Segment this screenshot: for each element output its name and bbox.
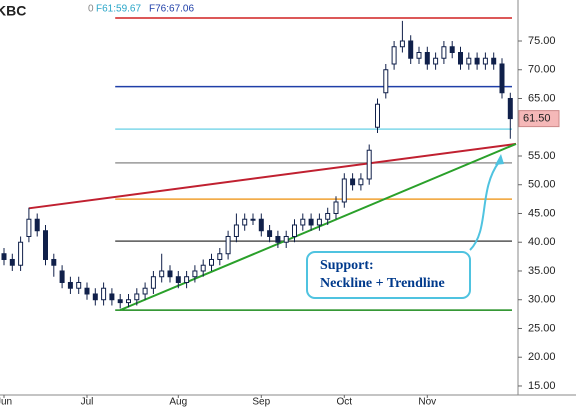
annotation-text: Support: [320,258,374,273]
header-item: F76:67.06 [149,4,194,15]
plot-area [1,17,517,311]
candle-body [491,57,497,65]
candle-body [192,270,198,278]
candle-body [258,218,264,232]
candle-body [225,235,231,255]
header-item: F61:59.67 [96,4,141,15]
candle-body [275,235,281,243]
candle-body [209,258,214,266]
annotation-arrow [469,161,500,251]
candle-body [325,212,331,220]
y-tick-label: 65.00 [528,92,556,104]
candle-body [142,287,148,295]
candle-body [250,218,256,221]
candle-body [482,57,488,65]
candle-body [159,270,165,278]
trendline [28,142,517,210]
chart-title: KBC [0,3,26,19]
y-tick-label: 55.00 [528,150,556,162]
candle-body [267,230,273,237]
candle-body [283,235,289,243]
candle-body [109,293,115,301]
candle-body [101,287,107,301]
y-tick-label: 30.00 [528,294,556,306]
candle-body [300,218,306,226]
candle-body [458,51,463,65]
last-price-box [518,110,560,128]
arrow-head [495,154,504,165]
x-tick-label: Jun [0,397,12,408]
candle-body [399,40,405,48]
candle-body [383,69,389,94]
candle-body [217,253,223,260]
x-tick-label: Sep [252,397,270,408]
candle-body [84,287,90,295]
candle-body [408,40,414,59]
x-tick-label: Nov [418,397,436,408]
candle-body [76,281,82,289]
candle-body [316,218,322,226]
candle-body [150,276,156,289]
candle-body [200,264,206,272]
candle-body [466,57,472,65]
candle-body [59,270,65,283]
candle-body [67,281,73,289]
y-tick-label: 75.00 [528,35,556,47]
x-tick-label: Jul [81,397,94,408]
candle-body [18,241,24,266]
candle-body [474,57,480,65]
last-price-label: 61.50 [523,113,551,125]
y-tick-label: 20.00 [528,351,556,363]
candle-body [175,276,181,283]
candle-body [92,293,98,301]
y-tick-label: 15.00 [528,380,556,392]
candle-body [449,46,455,53]
candle-body [499,63,505,94]
candle-body [333,201,339,214]
annotation-box [306,251,471,299]
candle-body [242,218,248,226]
y-tick-label: 40.00 [528,236,556,248]
candle-body [1,253,7,260]
header-item: 0 [88,4,94,15]
candle-body [366,149,372,180]
y-tick-label: 70.00 [528,64,556,76]
x-tick-label: Oct [337,397,353,408]
candle-body [341,178,347,203]
candle-body [507,97,513,120]
y-tick-label: 35.00 [528,265,556,277]
candle-body [350,178,356,186]
candle-body [9,258,15,266]
candle-body [126,299,131,304]
candle-body [441,46,447,59]
candle-body [391,46,397,65]
candle-body [117,299,123,304]
candle-body [358,178,364,186]
candle-body [424,51,430,65]
candle-body [134,293,140,301]
candle-body [375,103,380,128]
y-tick-label: 45.00 [528,207,556,219]
candle-body [292,224,297,237]
candle-body [51,258,57,266]
candle-body [26,218,32,237]
candle-body [167,270,173,278]
candle-body [416,51,422,59]
candle-body [308,218,314,226]
y-tick-label: 50.00 [528,179,556,191]
candle-body [184,276,190,283]
y-tick-label: 25.00 [528,322,556,334]
x-tick-label: Aug [169,397,187,408]
candle-body [34,218,40,232]
candle-body [433,57,439,65]
candle-body [233,224,239,237]
annotation-text: Neckline + Trendline [320,276,445,291]
candle-body [43,230,48,260]
